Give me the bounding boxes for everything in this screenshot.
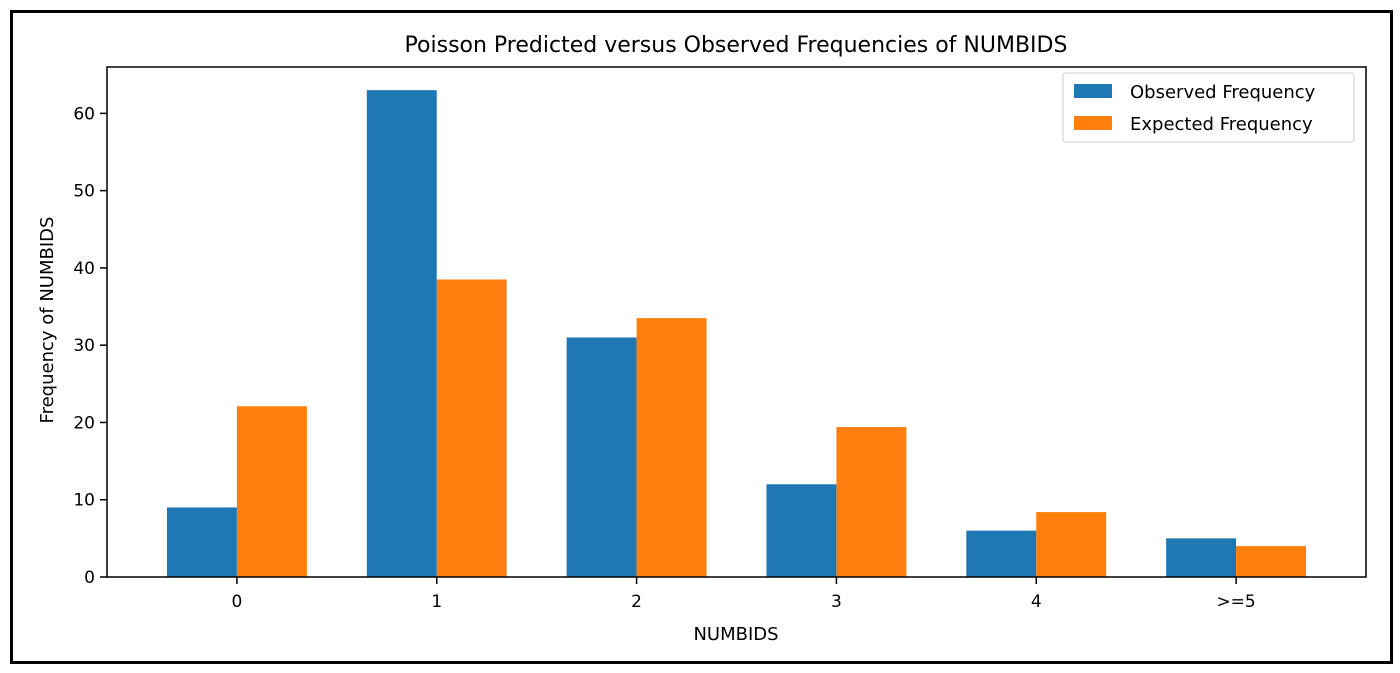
- y-tick-label: 40: [73, 259, 95, 279]
- x-axis: 0 1 2 3 4 >=5: [231, 577, 1256, 612]
- x-tick-label: >=5: [1216, 592, 1255, 612]
- bar-observed-3: [766, 484, 837, 577]
- x-tick-label: 4: [1031, 592, 1042, 612]
- legend-swatch: [1074, 84, 1112, 98]
- x-axis-label: NUMBIDS: [693, 624, 778, 645]
- legend-label: Expected Frequency: [1130, 114, 1313, 135]
- bar-expected-0: [236, 406, 307, 577]
- x-tick-label: 0: [231, 592, 242, 612]
- y-tick-label: 30: [73, 336, 95, 356]
- bar-expected-2: [636, 318, 707, 577]
- legend-swatch: [1074, 116, 1112, 130]
- y-tick-label: 0: [84, 568, 95, 588]
- bar-observed-0: [166, 507, 237, 577]
- y-tick-label: 20: [73, 413, 95, 433]
- y-tick-label: 50: [73, 182, 95, 202]
- plot-area: [106, 66, 1367, 578]
- x-tick-label: 1: [431, 592, 442, 612]
- bar-expected-4: [1036, 512, 1107, 577]
- bar-observed-2: [566, 337, 637, 577]
- x-tick-label: 3: [831, 592, 842, 612]
- legend-label: Observed Frequency: [1130, 82, 1316, 103]
- bar-observed-1: [366, 90, 437, 578]
- bar-expected-1: [436, 279, 507, 577]
- bar-observed-5: [1166, 538, 1237, 577]
- bars: [166, 90, 1307, 578]
- chart-title: Poisson Predicted versus Observed Freque…: [405, 33, 1068, 58]
- y-tick-label: 10: [73, 491, 95, 511]
- bar-expected-3: [836, 427, 907, 577]
- x-tick-label: 2: [631, 592, 642, 612]
- bar-observed-4: [966, 530, 1037, 577]
- y-axis-label: Frequency of NUMBIDS: [37, 217, 58, 424]
- bar-expected-5: [1236, 546, 1307, 577]
- y-axis: 0 10 20 30 40 50 60: [73, 104, 107, 588]
- legend: Observed Frequency Expected Frequency: [1062, 72, 1355, 143]
- legend-box: [1062, 72, 1355, 143]
- y-tick-label: 60: [73, 104, 95, 124]
